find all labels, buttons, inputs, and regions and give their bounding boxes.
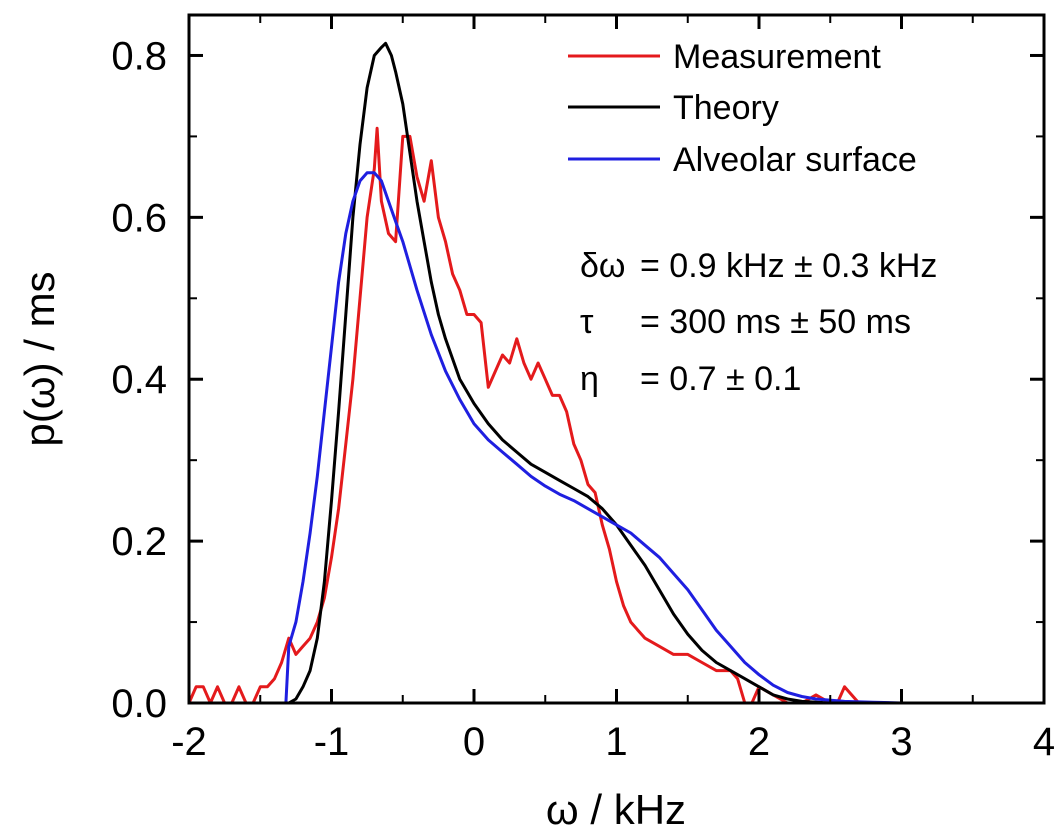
x-tick-label: 2 xyxy=(748,720,770,764)
ticks-layer: -2 -1 0 1 2 3 4 0.0 0.2 0.4 0.6 0.8 xyxy=(111,15,1055,764)
x-tick-label: -2 xyxy=(171,720,207,764)
y-tick-label: 0.2 xyxy=(111,520,167,564)
y-axis-title: p(ω) / ms xyxy=(16,271,63,446)
legend-label-measurement: Measurement xyxy=(673,38,881,76)
y-tick-label: 0.6 xyxy=(111,196,167,240)
x-tick-label: 3 xyxy=(890,720,912,764)
param-value-tau: = 300 ms ± 50 ms xyxy=(640,303,911,341)
param-symbol-tau: τ xyxy=(580,303,594,341)
x-tick-label: 1 xyxy=(605,720,627,764)
param-value-delta-omega: = 0.9 kHz ± 0.3 kHz xyxy=(640,247,937,285)
series-line-measurement xyxy=(187,126,930,705)
y-tick-label: 0.4 xyxy=(111,358,167,402)
x-tick-label: -1 xyxy=(314,720,350,764)
param-value-eta: = 0.7 ± 0.1 xyxy=(640,360,801,398)
y-tick-label: 0.8 xyxy=(111,34,167,78)
legend-label-alveolar-surface: Alveolar surface xyxy=(673,141,917,179)
y-tick-label: 0.0 xyxy=(111,682,167,726)
legend-label-theory: Theory xyxy=(673,89,779,127)
x-tick-label: 0 xyxy=(463,720,485,764)
x-axis-title: ω / kHz xyxy=(546,786,686,833)
param-symbol-delta-omega: δω xyxy=(580,247,625,285)
series-line-theory xyxy=(274,41,831,705)
plot-frame xyxy=(187,13,1046,705)
series-line-alveolar-surface xyxy=(274,171,959,705)
x-tick-label: 4 xyxy=(1033,720,1055,764)
param-symbol-eta: η xyxy=(580,360,599,398)
fit-parameters: δω = 0.9 kHz ± 0.3 kHz τ = 300 ms ± 50 m… xyxy=(580,247,937,398)
legend: Measurement Theory Alveolar surface xyxy=(568,38,917,179)
